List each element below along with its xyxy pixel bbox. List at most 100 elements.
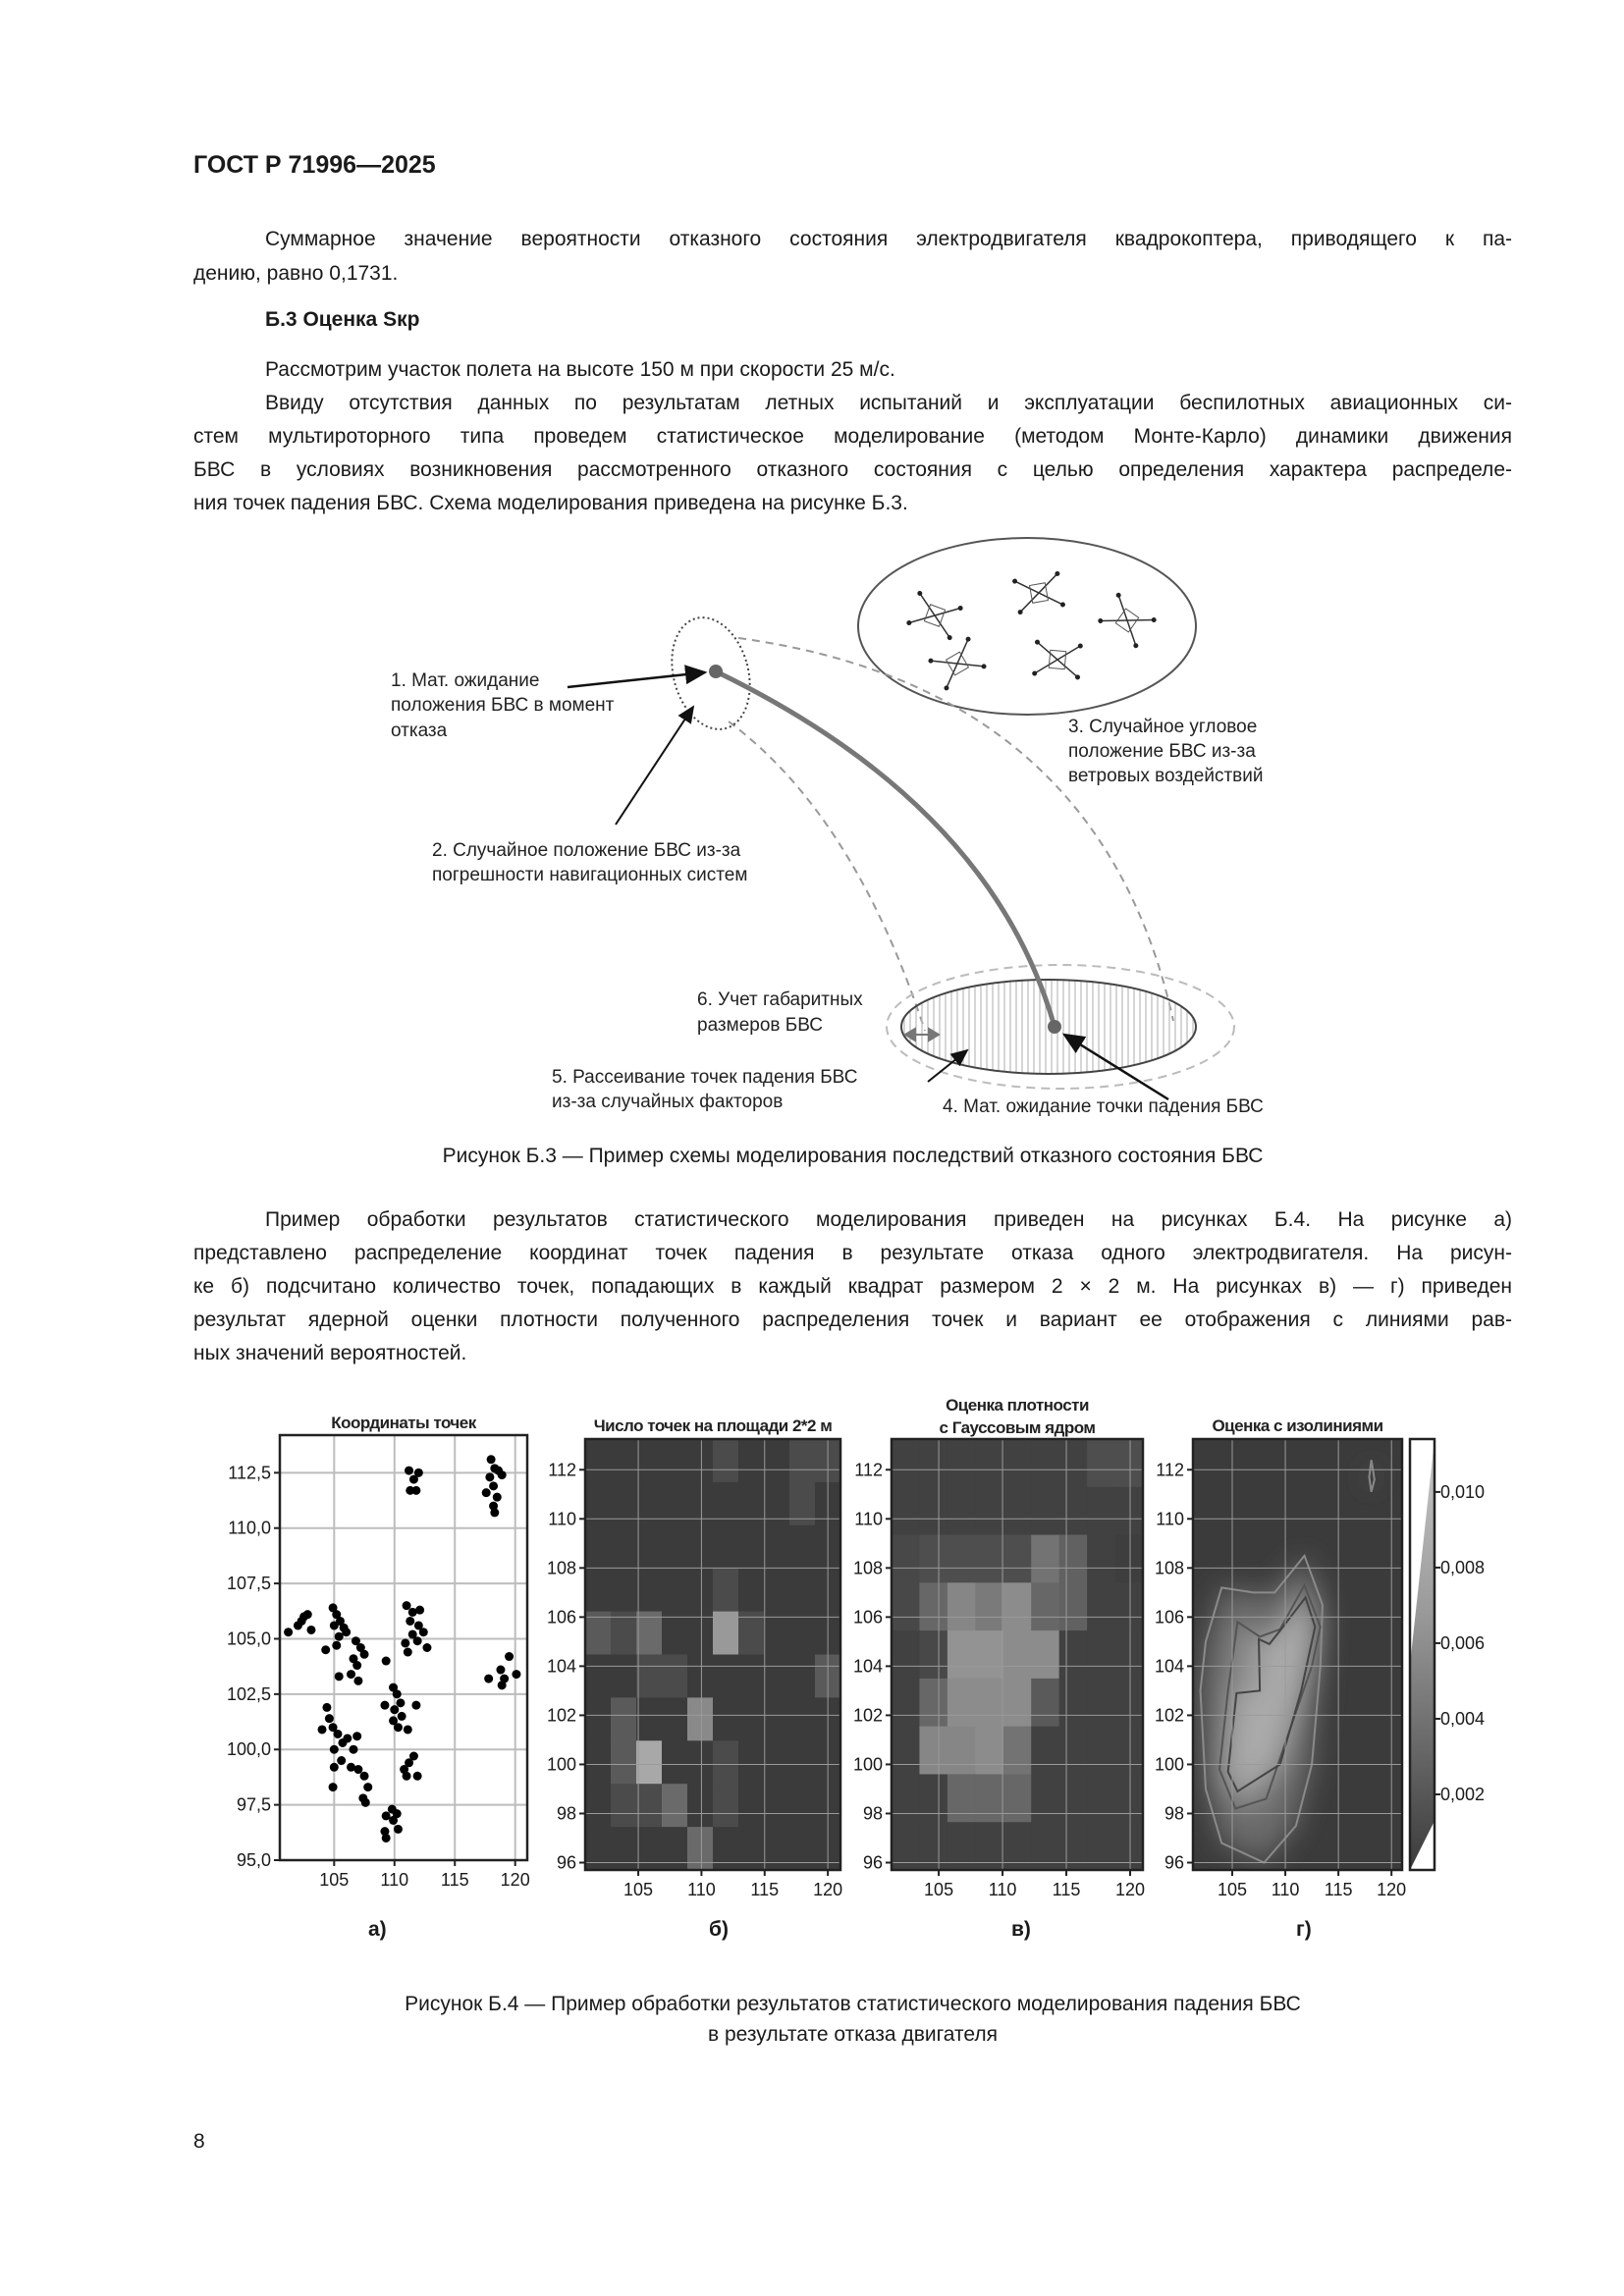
figure-caption-b4-line1: Рисунок Б.4 — Пример обработки результат… bbox=[405, 1993, 1301, 2015]
contour-line bbox=[1218, 1582, 1322, 1810]
heatmap-cell bbox=[975, 1678, 1004, 1728]
heatmap-cell bbox=[975, 1726, 1004, 1775]
heatmap-cell bbox=[611, 1524, 637, 1570]
colorbar-tick-label: 0,006 bbox=[1440, 1633, 1485, 1653]
arrow-4 bbox=[1061, 1033, 1169, 1101]
heatmap-cell bbox=[892, 1534, 920, 1583]
label-2: 2. Случайное положение БВС из-за погрешно… bbox=[432, 840, 747, 885]
heatmap-cell bbox=[789, 1611, 816, 1655]
heatmap-cell bbox=[975, 1534, 1004, 1583]
heatmap-cell bbox=[1031, 1534, 1060, 1583]
data-point bbox=[360, 1797, 370, 1807]
drone-arm bbox=[908, 607, 961, 624]
colorbar-tick-label: 0,010 bbox=[1440, 1482, 1485, 1502]
plot-frame bbox=[583, 1437, 842, 1872]
scatter-tube-right bbox=[737, 637, 1174, 1022]
heatmap-cell bbox=[919, 1534, 948, 1583]
chart-title: Оценка с изолиниями bbox=[1212, 1416, 1382, 1435]
heatmap-cell bbox=[738, 1697, 765, 1741]
data-point bbox=[353, 1676, 363, 1685]
heatmap-cell bbox=[1114, 1630, 1143, 1680]
heatmap-cell bbox=[789, 1697, 816, 1741]
heatmap-cell bbox=[892, 1726, 920, 1775]
heatmap-cell bbox=[1114, 1486, 1143, 1536]
y-tick-label: 105,0 bbox=[227, 1629, 271, 1648]
data-point bbox=[408, 1751, 418, 1761]
plot-frame bbox=[1191, 1437, 1404, 1872]
data-point bbox=[403, 1725, 412, 1735]
chart-title: Оценка плотности bbox=[946, 1396, 1089, 1415]
data-point bbox=[328, 1723, 338, 1733]
heatmap-cell bbox=[611, 1827, 637, 1870]
heatmap-cell bbox=[738, 1611, 765, 1655]
heatmap-cell bbox=[1114, 1822, 1143, 1870]
angular-position-ellipse bbox=[857, 537, 1197, 716]
heatmap-cell bbox=[636, 1568, 663, 1613]
y-tick-label: 100,0 bbox=[227, 1739, 271, 1759]
heatmap-cell bbox=[636, 1784, 663, 1828]
drone-rotor bbox=[944, 685, 949, 691]
heatmap-cell bbox=[738, 1784, 765, 1828]
heatmap-cell bbox=[662, 1611, 688, 1655]
density-fill bbox=[1200, 1460, 1375, 1863]
x-tick-label: 120 bbox=[501, 1870, 530, 1890]
y-tick-label: 106 bbox=[853, 1607, 883, 1627]
heatmap-cell bbox=[947, 1822, 976, 1870]
heatmap-cell bbox=[713, 1524, 739, 1570]
colorbar-frame bbox=[1408, 1437, 1436, 1872]
figure-caption-b4-line2: в результате отказа двигателя bbox=[708, 2023, 998, 2046]
heatmap-cell bbox=[764, 1654, 790, 1698]
heatmap-cell bbox=[1002, 1582, 1032, 1631]
heatmap-cell bbox=[1087, 1486, 1116, 1536]
data-point bbox=[392, 1809, 402, 1819]
data-point bbox=[489, 1501, 499, 1511]
data-point bbox=[489, 1481, 499, 1491]
heatmap-cell bbox=[611, 1439, 637, 1483]
heatmap-cell bbox=[947, 1678, 976, 1728]
heatmap-cell bbox=[662, 1697, 688, 1741]
data-point bbox=[422, 1643, 432, 1652]
x-tick-label: 105 bbox=[319, 1870, 349, 1890]
quadcopter-icon bbox=[1032, 639, 1083, 680]
heatmap-cell bbox=[764, 1524, 790, 1570]
heatmap-cell bbox=[687, 1611, 714, 1655]
data-point bbox=[306, 1625, 316, 1634]
label-5: 5. Рассеивание точек падения БВС из-за сл… bbox=[552, 1067, 857, 1112]
data-point bbox=[349, 1744, 358, 1754]
label-1: 1. Мат. ожидание положения БВС в момент от… bbox=[391, 670, 615, 741]
data-point bbox=[405, 1466, 414, 1475]
drone-rotor bbox=[1133, 643, 1139, 649]
heatmap-cell bbox=[611, 1611, 637, 1655]
heatmap-cell bbox=[1002, 1486, 1032, 1536]
heatmap-cell bbox=[738, 1524, 765, 1570]
plot-area bbox=[892, 1439, 1143, 1870]
heatmap-cell bbox=[1031, 1486, 1060, 1536]
heatmap-cell bbox=[1031, 1726, 1060, 1775]
y-tick-label: 95,0 bbox=[237, 1850, 271, 1870]
document-header: ГОСТ Р 71996—2025 bbox=[193, 151, 436, 179]
arrow-5 bbox=[927, 1048, 969, 1083]
chart-panel-1: 105 110 115 120 96 98 100 102 104 106 108 110 112 Чис… bbox=[547, 1416, 842, 1899]
heatmap-cell bbox=[919, 1582, 948, 1631]
paragraph-line: стем мультироторного типа проведем стати… bbox=[193, 425, 1512, 448]
heatmap-cell bbox=[585, 1524, 612, 1570]
arrow-2 bbox=[615, 705, 695, 826]
x-tick-label: 115 bbox=[441, 1870, 469, 1890]
drone-body bbox=[923, 604, 947, 627]
y-tick-label: 100 bbox=[853, 1754, 883, 1774]
heatmap-cell bbox=[1087, 1678, 1116, 1728]
heatmap-cell bbox=[687, 1784, 714, 1828]
colorbar-tick-label: 0,002 bbox=[1440, 1785, 1485, 1804]
heatmap-cell bbox=[789, 1524, 816, 1570]
heatmap-cell bbox=[1002, 1774, 1032, 1823]
drone-rotor bbox=[981, 664, 987, 669]
plot-background bbox=[280, 1435, 527, 1860]
data-point bbox=[505, 1652, 514, 1662]
data-point bbox=[497, 1470, 507, 1480]
heatmap-cell bbox=[919, 1726, 948, 1775]
heatmap-cell bbox=[687, 1568, 714, 1613]
heatmap-cell bbox=[1031, 1582, 1060, 1631]
heatmap-cell bbox=[585, 1439, 612, 1483]
heatmap-cell bbox=[662, 1568, 688, 1613]
heatmap-cell bbox=[713, 1740, 739, 1785]
